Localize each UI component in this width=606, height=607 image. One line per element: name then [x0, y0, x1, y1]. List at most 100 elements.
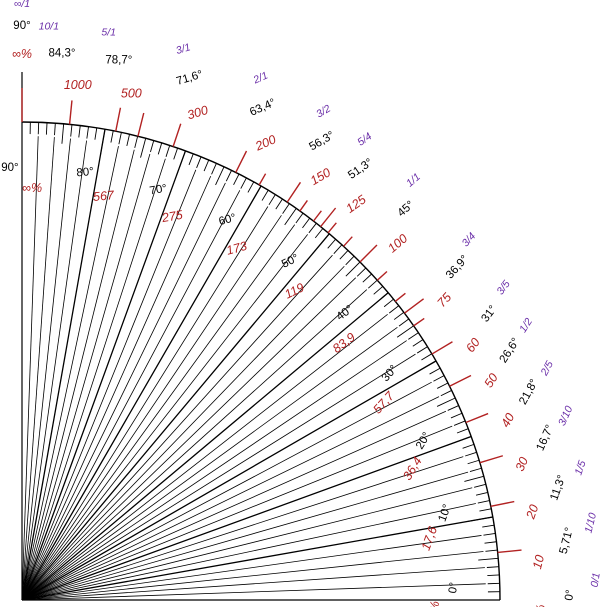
outer-ratio-label: 3/1 [175, 41, 192, 57]
spoke-line [21, 146, 119, 601]
degree-tick [345, 261, 361, 277]
degree-tick [413, 360, 437, 375]
outer-degree-label: 26,6° [498, 336, 523, 365]
outer-degree-label: 51,3° [346, 156, 375, 181]
spoke-line [21, 456, 464, 601]
degree-tick [356, 267, 367, 277]
degree-tick [467, 459, 480, 465]
degree-tick [268, 194, 276, 206]
inner-percent-label: 0% [426, 600, 443, 607]
spoke-line [21, 326, 398, 601]
degree-tick [327, 238, 336, 249]
outer-degree-label: 0° [563, 589, 577, 602]
spoke-line [21, 150, 187, 601]
spoke-line [21, 233, 330, 601]
degree-tick [408, 332, 419, 340]
degree-tick [140, 138, 147, 158]
inner-degree-label: 0° [447, 582, 461, 595]
outer-percent-label: 75 [435, 290, 455, 310]
outer-ratio-label: ∞/1 [14, 0, 30, 10]
degree-tick [203, 159, 210, 172]
spoke-line [21, 158, 166, 601]
degree-tick [54, 123, 56, 136]
degree-tick [478, 557, 499, 561]
inner-percent-label: 119 [282, 280, 306, 301]
degree-tick [165, 145, 171, 157]
degree-tick [477, 500, 490, 504]
degree-tick [383, 298, 394, 308]
spoke-line [21, 410, 447, 601]
percent-tick [497, 549, 522, 554]
degree-tick [433, 375, 445, 382]
degree-tick [373, 286, 384, 295]
outer-degree-label: 71,6° [175, 69, 204, 88]
outer-percent-label: 10 [530, 553, 547, 570]
outer-degree-label: 11,3° [548, 474, 568, 503]
outer-percent-label: 30 [513, 455, 531, 473]
degree-spokes [21, 129, 493, 601]
degree-tick [118, 132, 122, 145]
outer-percent-label: ∞% [12, 47, 32, 61]
spoke-line [21, 503, 476, 601]
inner-degree-label: 80° [76, 166, 94, 179]
inner-percent-label: 17,6 [419, 525, 440, 553]
outer-ratio-label: 3/2 [314, 103, 333, 121]
degree-tick [261, 190, 269, 201]
degree-tick [436, 397, 456, 407]
degree-tick [437, 382, 449, 389]
percent-tick [327, 222, 337, 234]
percent-tick [68, 100, 73, 125]
percent-tick [490, 500, 515, 507]
outer-percent-label: 20 [523, 503, 541, 522]
degree-tick [367, 292, 389, 310]
outer-degree-label: 56,3° [307, 129, 336, 153]
spoke-line [21, 435, 472, 601]
spoke-line [21, 314, 388, 601]
degree-tick [247, 181, 255, 193]
outer-percent-label: 125 [344, 192, 369, 215]
outer-percent-label: 200 [252, 132, 278, 154]
outer-ratio-label: 1/10 [582, 511, 599, 534]
degree-tick [100, 129, 106, 155]
degree-tick [339, 250, 349, 260]
percent-tick [465, 412, 489, 424]
percent-tick [431, 341, 453, 355]
outer-percent-label: 50 [482, 371, 501, 390]
spoke-line [21, 206, 269, 601]
spoke-line [21, 487, 473, 601]
degree-tick [368, 279, 378, 289]
degree-tick [282, 203, 290, 214]
degree-tick [485, 549, 498, 552]
outer-degree-label: 78,7° [105, 55, 132, 67]
spoke-line [21, 129, 106, 601]
inner-degree-label: 90° [1, 162, 18, 174]
outer-ratio-label: 10/1 [39, 21, 59, 33]
degree-tick [388, 305, 399, 314]
degree-tick [398, 318, 409, 327]
degree-tick [284, 208, 297, 226]
degree-tick [482, 524, 495, 528]
inner-degree-label: 10° [437, 503, 454, 523]
degree-tick [188, 153, 194, 166]
outer-ratio-label: 5/1 [101, 27, 116, 39]
degree-tick [487, 574, 500, 577]
spoke-line [21, 535, 482, 601]
outer-degree-label: 90° [13, 20, 30, 32]
degree-tick [302, 217, 311, 229]
degree-tick [295, 213, 304, 224]
degree-tick [45, 122, 48, 135]
degree-tick [70, 124, 73, 137]
degree-tick [225, 170, 232, 182]
outer-degree-label: 16,7° [535, 423, 557, 453]
outer-degree-label: 31° [479, 303, 499, 324]
spoke-line [21, 169, 197, 601]
percent-tick [258, 173, 267, 186]
spoke-line [21, 136, 39, 601]
outer-ratio-label: 3/4 [460, 230, 479, 249]
degree-tick [312, 233, 330, 255]
degree-tick [176, 150, 186, 176]
spoke-line [21, 340, 407, 601]
degree-tick [247, 185, 262, 209]
